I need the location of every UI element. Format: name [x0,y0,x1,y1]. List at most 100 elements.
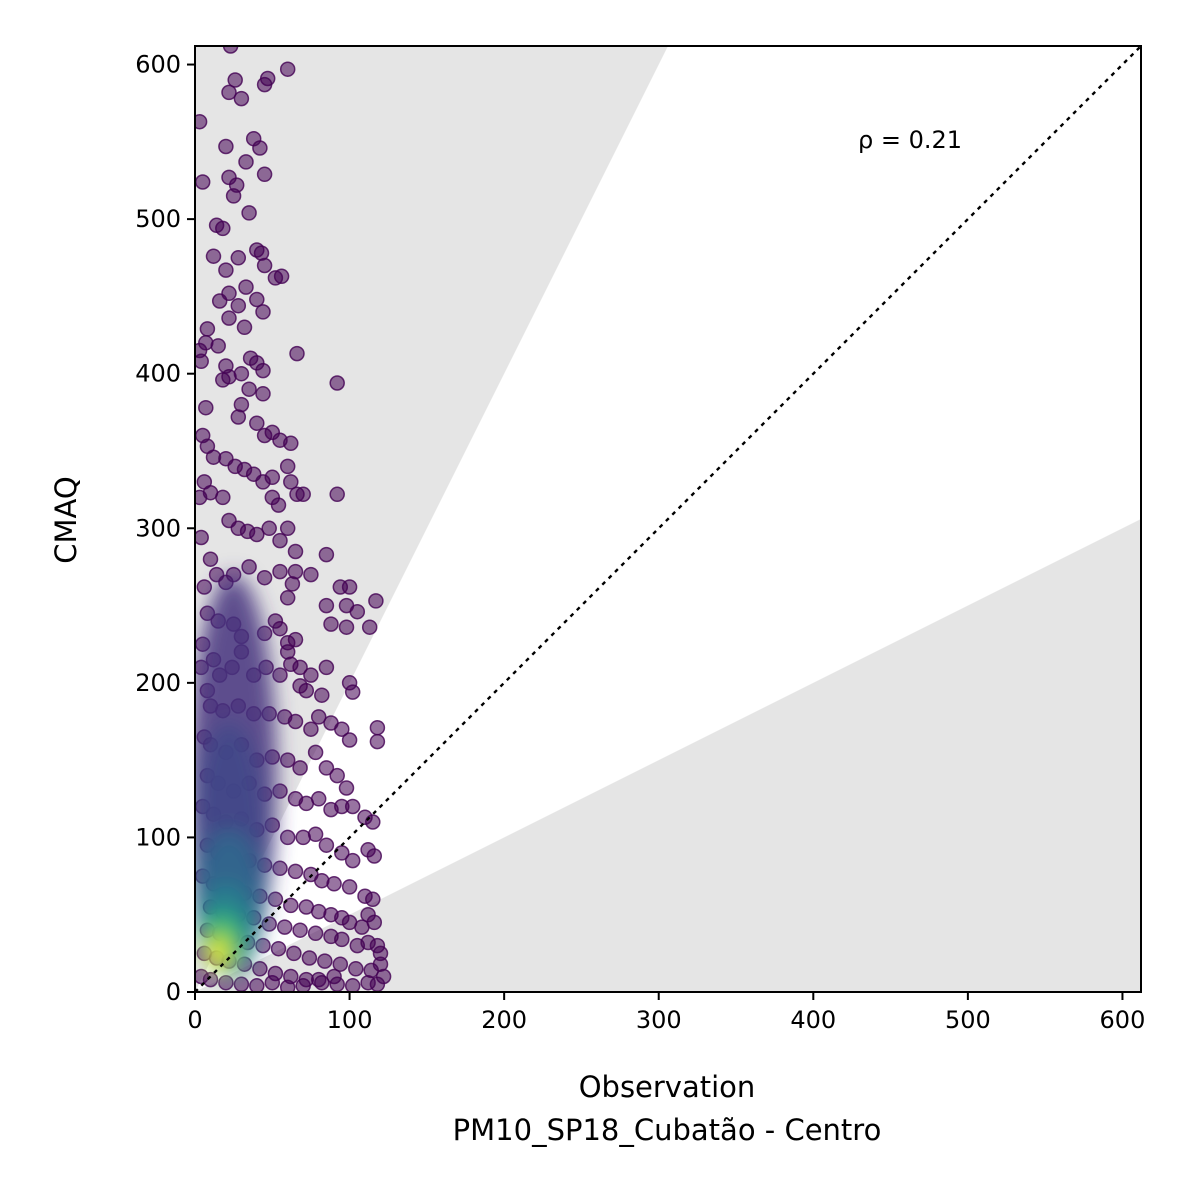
y-tick-label: 600 [135,51,181,79]
scatter-point [366,848,383,864]
y-tick-label: 500 [135,205,181,233]
scatter-point [326,876,342,892]
scatter-point [267,891,284,908]
scatter-point [222,46,239,54]
scatter-point [286,945,302,962]
scatter-point [233,976,250,992]
scatter-point [369,719,386,736]
scatter-point [256,257,273,274]
x-tick-label: 300 [636,1006,682,1034]
scatter-point [284,576,301,592]
x-tick-label: 500 [945,1006,991,1034]
scatter-point [295,978,311,992]
scatter-point [205,248,222,264]
scatter-point [272,667,288,683]
scatter-point [279,520,296,537]
scatter-point [341,732,358,748]
scatter-point [344,978,361,992]
scatter-point [349,603,366,620]
scatter-point [195,113,208,130]
scatter-point [344,684,361,700]
scatter-point [256,166,273,183]
scatter-point [218,974,234,991]
scatter-point [279,752,296,768]
scatter-point [348,961,364,977]
scatter-point [195,489,208,506]
scatter-point [292,760,308,776]
scatter-point [307,826,324,843]
scatter-point [273,268,290,285]
scatter-point [252,140,268,156]
scatter-point [230,409,247,425]
scatter-point [199,321,216,337]
scatter-point [287,713,304,730]
scatter-point [210,338,226,354]
scatter-point [270,940,287,957]
x-axis-title: Observation [579,1070,756,1104]
scatter-point [211,293,228,309]
x-tick-label: 600 [1100,1006,1146,1034]
scatter-point [215,220,231,237]
scatter-point [338,780,355,796]
y-axis: 0 100 200 300 400 500 600 [135,51,195,1006]
scatter-point [366,914,383,931]
y-tick-label: 0 [166,978,181,1006]
scatter-point [256,569,273,586]
scatter-point [341,879,358,895]
scatter-point [195,529,209,546]
scatter-point [276,919,293,935]
scatter-point [255,362,271,379]
scatter-point [314,687,330,703]
x-axis-subtitle: PM10_SP18_Cubatão - Centro [453,1113,882,1147]
scatter-point [233,90,250,107]
annotation-rho: ρ = 0.21 [858,126,962,154]
scatter-point [241,205,257,221]
x-tick-label: 100 [327,1006,373,1034]
y-tick-label: 400 [135,360,181,388]
scatter-point [279,590,296,606]
scatter-point [283,656,299,673]
scatter-point [334,721,350,737]
y-axis-title: CMAQ [49,476,83,563]
scatter-point [303,667,319,683]
scatter-point [196,579,213,595]
scatter-point [249,415,265,431]
y-tick-label: 100 [135,823,181,851]
scatter-point [230,250,247,266]
scatter-point [198,399,214,416]
scatter-point [241,559,257,575]
scatter-point [369,976,386,992]
scatter-point [221,310,237,326]
scatter-point [318,837,335,853]
scatter-point [301,950,318,966]
plot-frame [194,45,1142,993]
scatter-point [310,971,327,988]
scatter-point [225,188,242,204]
scatter-point [369,733,386,750]
y-tick-label: 200 [135,669,181,697]
x-tick-label: 200 [481,1006,527,1034]
scatter-point [341,579,358,595]
scatter-point [283,435,299,452]
scatter-point [236,319,253,336]
scatter-point [255,304,271,320]
scatter-point [318,546,335,563]
scatter-point [270,497,287,513]
scatter-point [202,971,219,988]
scatter-point [264,974,281,991]
density-cluster [210,941,226,966]
scatter-point [329,486,345,503]
scatter-point [318,597,335,614]
scatter-point [283,897,299,914]
scatter-point [218,262,234,278]
scatter-point [230,297,247,314]
scatter-point [310,709,327,725]
scatter-point [252,961,268,977]
scatter-point [318,760,335,776]
scatter-point [261,520,277,537]
scatter-point [272,620,288,637]
scatter-point [344,798,361,815]
scatter-point [323,616,339,632]
scatter-point [334,931,350,948]
